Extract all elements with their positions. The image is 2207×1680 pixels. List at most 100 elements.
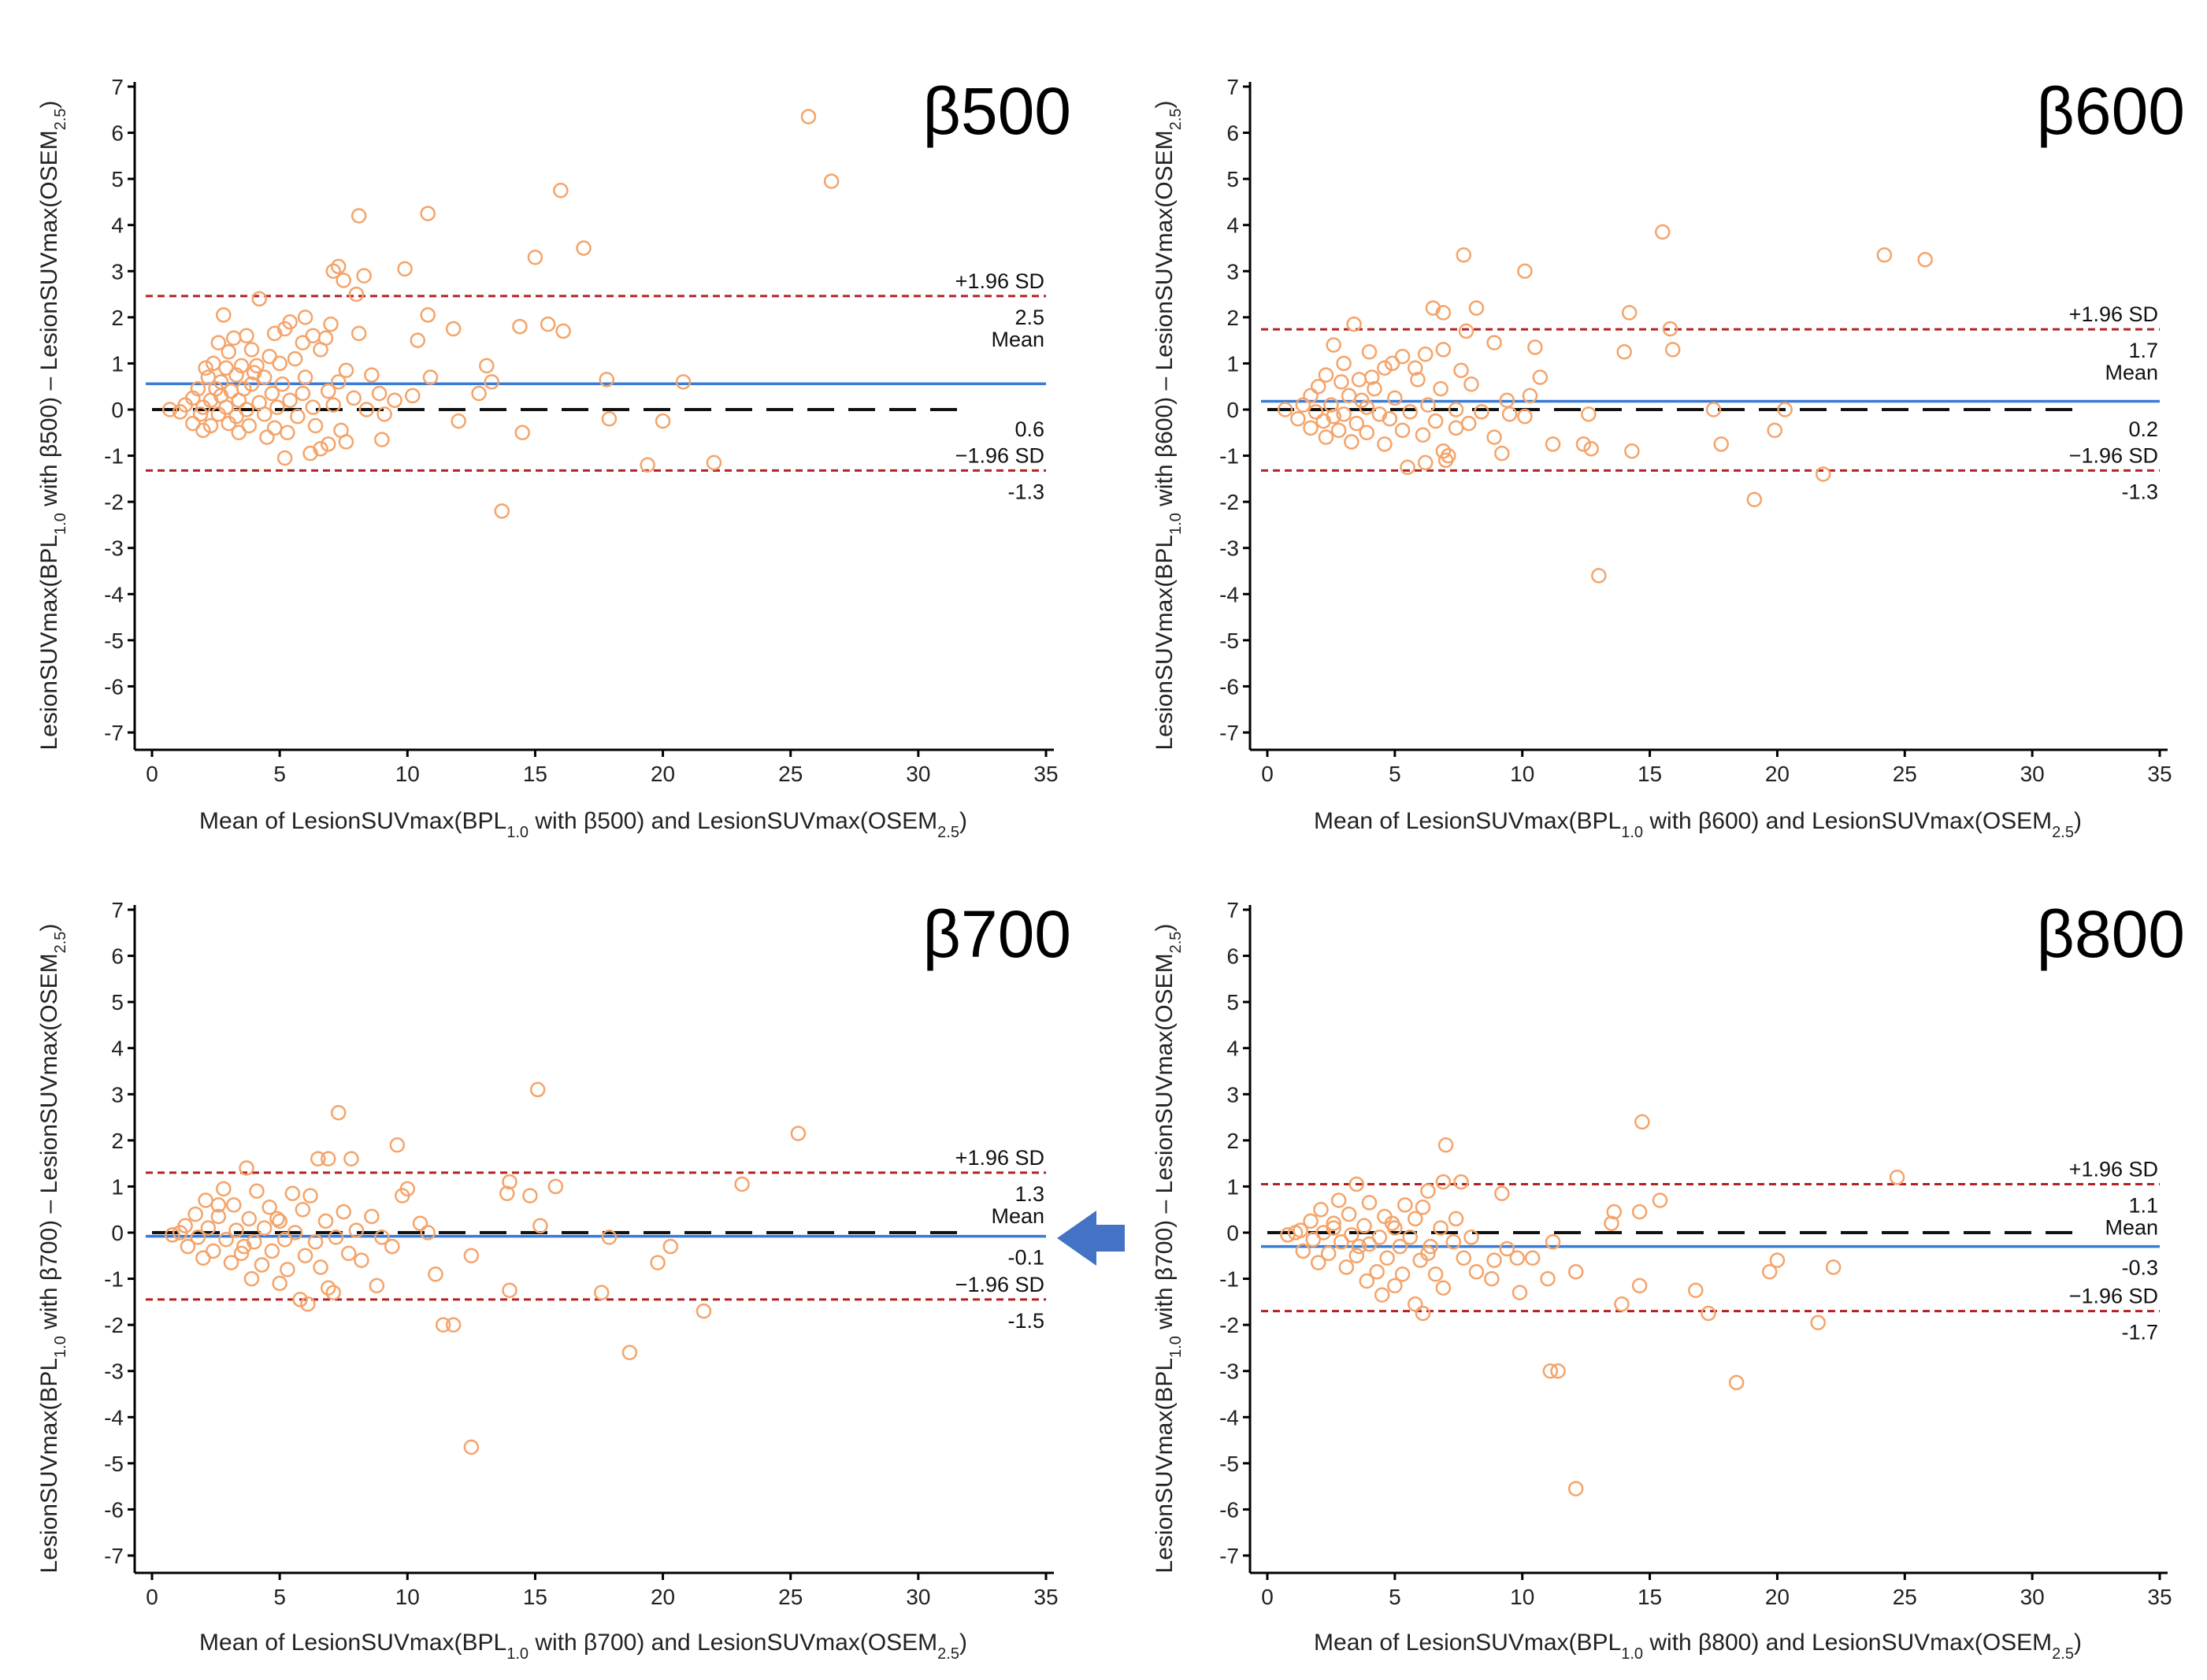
y-tick-label: 1 (111, 1174, 124, 1199)
data-point (662, 1238, 679, 1255)
data-point (295, 335, 311, 350)
data-point (1652, 1192, 1668, 1208)
data-point (233, 1245, 250, 1262)
data-point (499, 1185, 515, 1201)
y-tick-label: 6 (1226, 121, 1239, 146)
data-point (1410, 372, 1426, 388)
x-tick-label: 15 (1638, 762, 1662, 786)
data-point (1295, 397, 1311, 413)
mean-value: -0.3 (2121, 1256, 2158, 1280)
data-point (1330, 1192, 1347, 1208)
data-point (1344, 434, 1359, 450)
arrow-left-icon (1057, 1211, 1125, 1266)
data-point (1408, 360, 1423, 376)
data-point (216, 307, 232, 323)
data-point (1456, 247, 1472, 263)
y-tick-label: 6 (111, 944, 124, 969)
x-tick-label: 30 (906, 762, 930, 786)
data-point (262, 348, 277, 365)
data-point (695, 1303, 712, 1319)
data-point (374, 1229, 390, 1245)
y-tick-label: -5 (1219, 629, 1239, 653)
data-point (734, 1176, 750, 1192)
data-point (221, 415, 237, 432)
x-tick-label: 0 (146, 762, 158, 786)
data-point (307, 417, 324, 434)
data-point (527, 249, 543, 265)
data-point (1810, 1315, 1826, 1330)
y-tick-label: 4 (111, 213, 124, 238)
data-point (226, 1197, 242, 1213)
y-tick-label: 2 (1226, 1129, 1239, 1153)
data-point (185, 415, 201, 432)
data-point (1662, 321, 1678, 337)
y-tick-label: -4 (104, 1405, 124, 1430)
data-point (1427, 413, 1444, 429)
data-point (165, 1227, 180, 1243)
data-point (494, 503, 510, 519)
data-point (484, 374, 500, 390)
upper-limit-name: +1.96 SD (2069, 1158, 2158, 1181)
data-point (1655, 224, 1671, 240)
data-point (272, 355, 287, 372)
data-point (1621, 305, 1638, 321)
x-tick-label: 35 (1033, 762, 1058, 786)
data-point (228, 1222, 244, 1238)
lower-limit-value: -1.3 (1007, 480, 1044, 503)
data-point (1308, 404, 1324, 420)
data-point (1761, 1264, 1778, 1280)
data-point (650, 1255, 666, 1270)
data-point (1474, 404, 1489, 420)
y-tick-label: -5 (104, 629, 124, 653)
data-point (1567, 1264, 1584, 1280)
y-tick-label: -4 (1219, 1405, 1239, 1430)
data-point (369, 1278, 385, 1294)
data-point (621, 1344, 638, 1361)
data-point (1688, 1282, 1704, 1298)
data-point (1333, 1233, 1349, 1250)
data-point (264, 1243, 280, 1259)
mean-value: 0.2 (2128, 417, 2158, 441)
data-point (1484, 1270, 1500, 1287)
upper-limit-name: +1.96 SD (955, 1146, 1044, 1170)
mean-name: Mean (2105, 361, 2158, 384)
upper-limit-name: +1.96 SD (955, 269, 1044, 293)
data-point (1494, 1185, 1510, 1201)
lower-limit-value: -1.3 (2121, 480, 2158, 503)
data-point (1583, 441, 1599, 457)
data-points (161, 109, 840, 519)
data-point (274, 376, 291, 392)
data-point (195, 422, 211, 439)
y-tick-label: -4 (104, 582, 124, 606)
data-point (1486, 1252, 1502, 1268)
y-tick-label: 4 (1226, 213, 1239, 238)
data-point (195, 1250, 211, 1266)
data-point (251, 291, 267, 307)
data-point (1545, 1233, 1561, 1250)
data-point (272, 1275, 287, 1292)
data-point (1415, 1200, 1431, 1215)
lower-limit-name: −1.96 SD (2069, 1285, 2158, 1308)
data-point (190, 1229, 206, 1245)
y-tick-label: 2 (111, 1129, 124, 1153)
data-point (321, 1280, 336, 1296)
y-tick-label: 7 (1226, 898, 1239, 922)
data-point (351, 208, 367, 224)
data-point (1377, 436, 1393, 452)
x-tick-label: 25 (778, 1585, 803, 1609)
data-points (165, 1081, 807, 1456)
data-point (374, 432, 390, 447)
data-point (502, 1282, 517, 1298)
data-point (1377, 360, 1393, 376)
data-point (1435, 443, 1452, 459)
data-point (1361, 1236, 1378, 1252)
x-tick-label: 35 (1033, 1585, 1058, 1609)
data-point (1400, 459, 1415, 475)
data-point (325, 1285, 341, 1300)
data-point (422, 369, 439, 385)
data-point (435, 1317, 451, 1333)
data-point (1379, 1250, 1395, 1266)
data-point (1387, 1278, 1403, 1294)
data-point (1825, 1259, 1842, 1275)
data-point (330, 374, 347, 390)
